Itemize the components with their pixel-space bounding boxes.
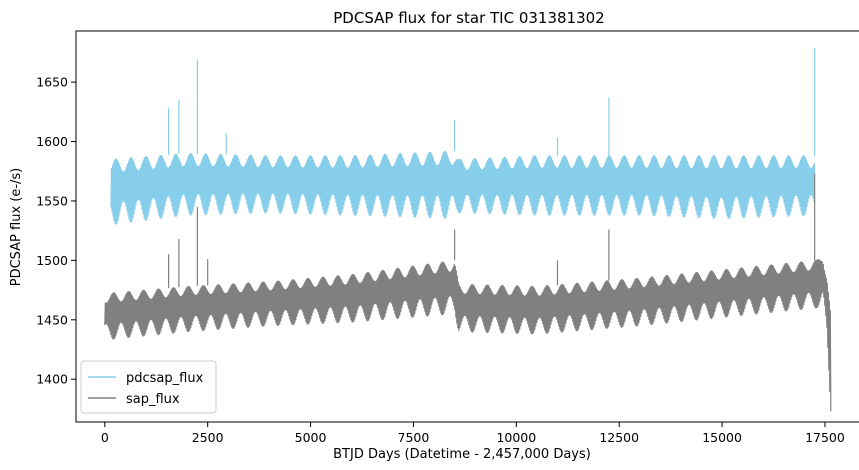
y-tick-label: 1400 bbox=[36, 372, 68, 387]
x-tick-label: 15000 bbox=[702, 430, 742, 445]
x-axis-label: BTJD Days (Datetime - 2,457,000 Days) bbox=[333, 447, 591, 462]
x-tick-label: 17500 bbox=[805, 430, 845, 445]
series-line-sap-flux bbox=[104, 173, 832, 412]
x-tick-label: 10000 bbox=[496, 430, 536, 445]
legend-box bbox=[80, 360, 217, 414]
y-axis-label: PDCSAP flux (e-/s) bbox=[9, 168, 24, 287]
y-tick-label: 1450 bbox=[36, 312, 68, 327]
series-line-pdcsap-flux bbox=[110, 47, 816, 225]
y-tick-label: 1600 bbox=[36, 134, 68, 149]
chart-title: PDCSAP flux for star TIC 031381302 bbox=[333, 9, 604, 27]
legend-label-sap-flux: sap_flux bbox=[126, 392, 180, 407]
legend: pdcsap_flux sap_flux bbox=[80, 360, 217, 414]
x-tick-label: 0 bbox=[101, 430, 109, 445]
x-tick-label: 5000 bbox=[295, 430, 327, 445]
legend-label-pdcsap-flux: pdcsap_flux bbox=[126, 371, 204, 386]
x-axis: 0 2500 5000 7500 10000 12500 15000 17500 bbox=[101, 422, 845, 445]
y-tick-label: 1650 bbox=[36, 75, 68, 90]
y-axis: 1400 1450 1500 1550 1600 1650 bbox=[36, 75, 76, 387]
x-tick-label: 12500 bbox=[599, 430, 639, 445]
y-tick-label: 1550 bbox=[36, 193, 68, 208]
x-tick-label: 7500 bbox=[398, 430, 430, 445]
y-tick-label: 1500 bbox=[36, 253, 68, 268]
axes-frame bbox=[75, 30, 859, 423]
x-tick-label: 2500 bbox=[192, 430, 224, 445]
plot-area bbox=[104, 47, 832, 412]
